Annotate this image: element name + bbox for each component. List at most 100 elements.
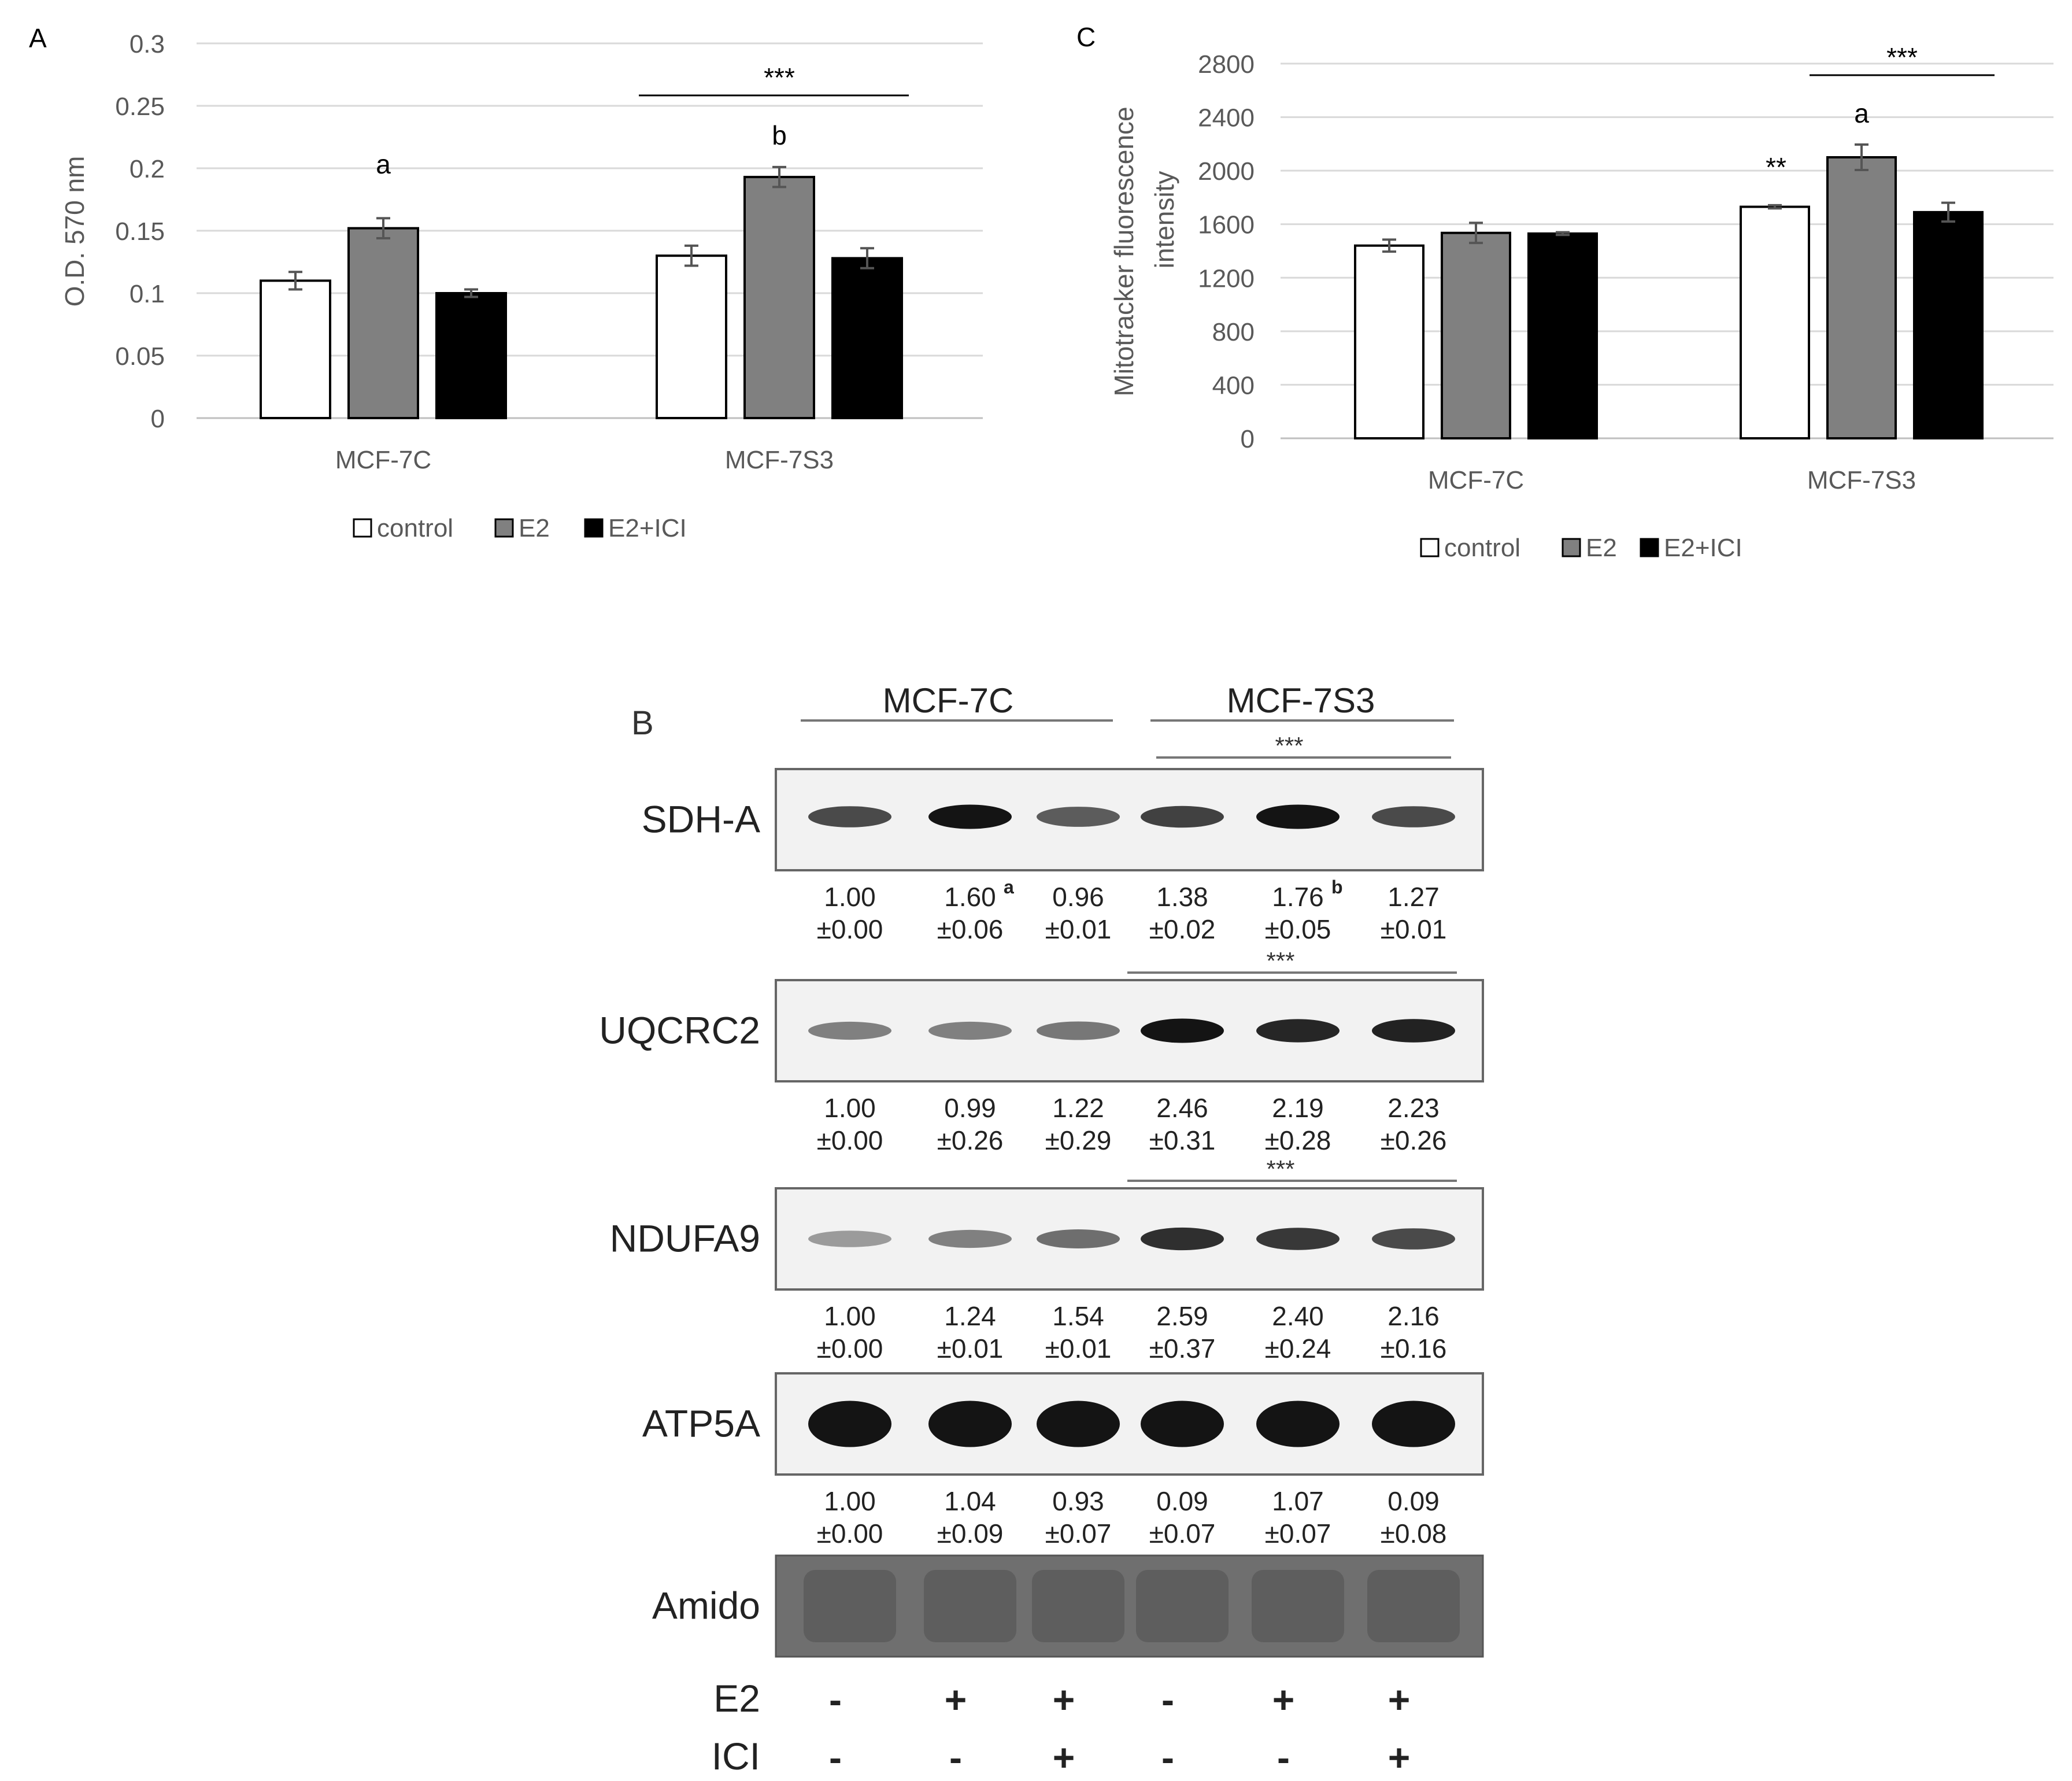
blot-quant-value: 2.19 (1272, 1093, 1324, 1123)
a-y-tick-label: 0.15 (115, 217, 165, 246)
a-category-label: MCF-7C (335, 446, 431, 474)
a-significance-stars: *** (764, 62, 795, 93)
c-legend-label: E2+ICI (1664, 534, 1742, 562)
blot-band (1372, 806, 1455, 827)
c-category-label: MCF-7C (1428, 466, 1524, 494)
treatment-mark: - (829, 1736, 842, 1779)
group-label-mcf7s3: MCF-7S3 (1227, 681, 1375, 720)
c-annotation-a: a (1854, 98, 1869, 128)
c-category-label: MCF-7S3 (1807, 466, 1916, 494)
blot-quant-value: 0.96 (1052, 882, 1104, 912)
panel-c-y-axis-label-line2: intensity (1149, 171, 1179, 269)
c-significance-stars: *** (1886, 42, 1918, 72)
blot-band (808, 1401, 891, 1447)
treatment-mark: + (1388, 1678, 1411, 1721)
blot-quant-sd: ±0.00 (817, 1125, 883, 1155)
blot-band (1372, 1401, 1455, 1447)
panel-b-letter: B (631, 704, 654, 742)
blot-quant-sd: ±0.28 (1265, 1125, 1331, 1155)
blot-quant-sd: ±0.01 (937, 1333, 1004, 1364)
a-y-tick-label: 0.2 (130, 155, 165, 183)
c-bar-mcf-7s3-e2+ici (1913, 210, 1984, 439)
a-annotation-b: b (772, 120, 787, 150)
blot-quant-sd: ±0.00 (817, 1518, 883, 1549)
blot-quant-value: 1.54 (1052, 1301, 1104, 1331)
blot-quant-sd: ±0.06 (937, 914, 1004, 944)
a-legend-swatch-e2+ici (584, 518, 604, 538)
blot-quant-value: 0.09 (1156, 1486, 1208, 1516)
blot-band (1141, 1227, 1224, 1251)
blot-quant-value: 1.00 (824, 1093, 876, 1123)
blot-quant-sd: ±0.08 (1381, 1518, 1447, 1549)
blot-quant-value: 1.07 (1272, 1486, 1324, 1516)
blot-quant-value: 1.76 (1272, 882, 1324, 912)
blot-quant-sd: ±0.09 (937, 1518, 1004, 1549)
c-bar-mcf-7s3-control (1740, 205, 1810, 439)
blot-quant-sd: ±0.01 (1045, 1333, 1112, 1364)
c-bar-mcf-7c-e2+ici (1527, 232, 1598, 439)
a-bar-mcf-7c-control (260, 279, 331, 419)
blot-quant-sd: ±0.26 (937, 1125, 1004, 1155)
blot-superscript-b: b (1331, 877, 1343, 897)
blot-quant-value: 0.93 (1052, 1486, 1104, 1516)
blot-band (808, 1231, 891, 1247)
treatment-mark: + (1053, 1736, 1075, 1779)
blot-quant-value: 2.16 (1388, 1301, 1440, 1331)
treatment-mark: + (1272, 1678, 1295, 1721)
a-bar-mcf-7s3-e2+ici (831, 257, 903, 419)
group-label-mcf7c: MCF-7C (883, 681, 1014, 720)
c-y-tick-label: 2400 (1198, 104, 1255, 132)
a-legend-label: E2+ICI (608, 514, 687, 542)
a-category-label: MCF-7S3 (725, 446, 834, 474)
blot-quant-sd: ±0.31 (1149, 1125, 1216, 1155)
c-y-tick-label: 800 (1212, 318, 1255, 346)
a-bar-mcf-7c-e2+ici (435, 292, 507, 419)
treatment-mark: - (1277, 1736, 1290, 1779)
blot-quant-sd: ±0.05 (1265, 914, 1331, 944)
b-significance-stars: *** (1275, 732, 1303, 759)
blot-box-sdh-a (775, 768, 1484, 871)
blot-quant-value: 0.09 (1388, 1486, 1440, 1516)
amido-lane (1032, 1570, 1124, 1642)
blot-quant-value: 2.23 (1388, 1093, 1440, 1123)
blot-band (1037, 1021, 1120, 1040)
panel-a-y-axis-label: O.D. 570 nm (60, 156, 90, 307)
a-legend-label: control (377, 514, 453, 542)
c-y-tick-label: 1200 (1198, 264, 1255, 293)
panel-c-chart: C 0 400 800 1200 1600 2000 2400 2800 Mitotracke… (1076, 22, 2054, 562)
a-bar-mcf-7s3-e2 (743, 176, 815, 419)
blot-band (928, 1229, 1012, 1248)
blot-quant-value: 2.59 (1156, 1301, 1208, 1331)
panel-a-chart: A 0 0.05 0.1 0.15 0.2 0.25 0.3 O.D. 570 nm MCF… (29, 23, 983, 542)
treatment-mark: - (829, 1678, 842, 1721)
c-y-tick-label: 400 (1212, 371, 1255, 400)
panel-c-y-axis-label-line1: Mitotracker fluorescence (1109, 106, 1139, 396)
blot-quant-sd: ±0.07 (1265, 1518, 1331, 1549)
treatment-mark: - (1161, 1678, 1174, 1721)
treatment-mark: - (1161, 1736, 1174, 1779)
a-y-tick-label: 0.1 (130, 280, 165, 308)
b-significance-stars: *** (1266, 947, 1294, 974)
c-y-tick-label: 0 (1241, 425, 1255, 453)
amido-lane (804, 1570, 896, 1642)
panel-c-letter: C (1076, 22, 1096, 52)
blot-box-ndufa9 (775, 1187, 1484, 1291)
blot-quant-sd: ±0.37 (1149, 1333, 1216, 1364)
c-legend-swatch-e2+ici (1640, 538, 1659, 557)
a-bar-mcf-7s3-control (656, 254, 727, 419)
blot-label-uqcrc2: UQCRC2 (599, 1009, 760, 1052)
amido-lane (1252, 1570, 1344, 1642)
blot-band (1256, 804, 1340, 829)
blot-quant-sd: ±0.16 (1381, 1333, 1447, 1364)
b-significance-stars: *** (1266, 1155, 1294, 1183)
blot-label-amido: Amido (652, 1584, 760, 1627)
treatment-mark: + (945, 1678, 967, 1721)
c-legend-label: E2 (1586, 534, 1617, 562)
blot-quant-sd: ±0.00 (817, 1333, 883, 1364)
c-bar-mcf-7c-e2 (1441, 231, 1511, 439)
blot-quant-value: 0.99 (944, 1093, 996, 1123)
blot-quant-value: 1.27 (1388, 882, 1440, 912)
blot-quant-value: 1.04 (944, 1486, 996, 1516)
treatment-mark: + (1388, 1736, 1411, 1779)
